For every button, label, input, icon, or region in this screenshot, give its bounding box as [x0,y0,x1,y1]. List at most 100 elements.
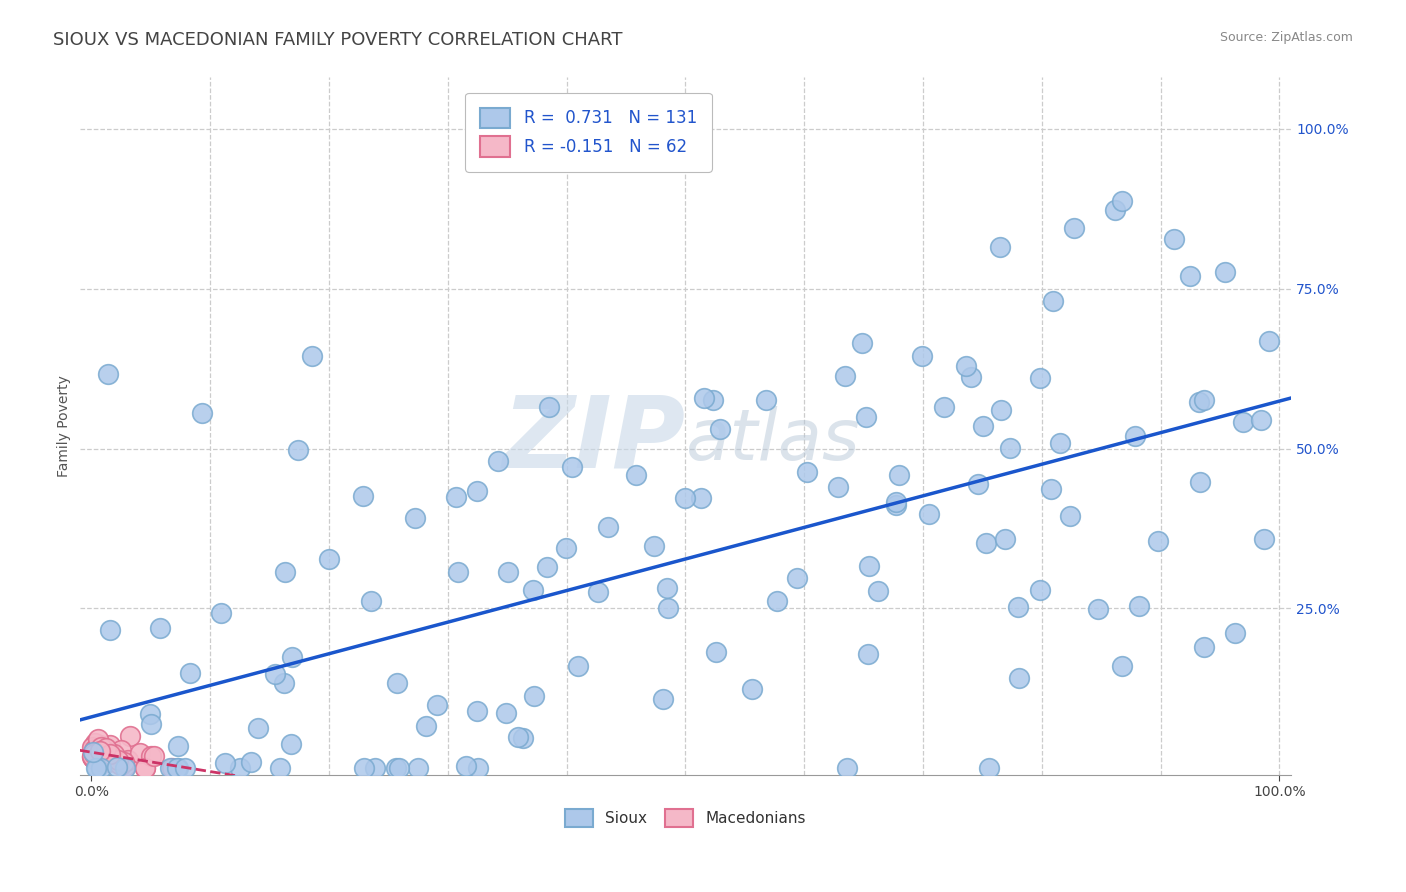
Point [887,468,910,483]
Point [84,742,107,756]
Point [143,748,166,763]
Point [415,718,437,732]
Point [1258,334,1281,348]
Point [598,520,620,534]
Point [87,750,110,764]
Point [486,453,509,467]
Point [91,748,114,763]
Point [673,491,696,505]
Point [86,761,108,775]
Point [103,750,125,764]
Point [114,759,136,773]
Point [246,721,269,735]
Point [89,744,111,758]
Point [93,750,115,764]
Point [586,585,609,599]
Point [1087,602,1109,616]
Point [82,750,104,764]
Point [454,759,477,773]
Point [112,755,135,769]
Point [107,752,129,766]
Point [1194,640,1216,655]
Point [89,751,111,765]
Point [83,751,105,765]
Point [173,761,195,775]
Point [90,761,112,775]
Point [786,571,808,585]
Point [352,489,374,503]
Text: SIOUX VS MACEDONIAN FAMILY POVERTY CORRELATION CHART: SIOUX VS MACEDONIAN FAMILY POVERTY CORRE… [53,31,623,49]
Point [141,749,163,764]
Point [100,738,122,752]
Point [287,442,309,457]
Point [657,600,679,615]
Point [994,532,1017,546]
Point [1147,533,1170,548]
Point [536,560,558,574]
Point [90,753,112,767]
Point [955,359,977,373]
Point [508,730,530,744]
Point [702,393,724,408]
Point [835,761,858,775]
Point [1163,232,1185,246]
Point [114,761,136,775]
Point [100,747,122,762]
Point [523,689,546,703]
Point [93,745,115,759]
Point [1189,475,1212,490]
Point [960,370,983,384]
Point [83,747,105,761]
Point [89,741,111,756]
Point [96,741,118,756]
Point [512,731,534,746]
Point [567,658,589,673]
Point [444,490,467,504]
Point [1250,413,1272,427]
Point [97,745,120,759]
Point [280,737,302,751]
Point [86,742,108,756]
Point [990,402,1012,417]
Point [229,761,252,775]
Point [86,747,108,761]
Point [166,761,188,775]
Point [693,391,716,405]
Point [866,584,889,599]
Point [385,761,408,775]
Legend: Sioux, Macedonians: Sioux, Macedonians [560,803,811,833]
Point [741,681,763,696]
Point [689,491,711,506]
Point [1104,203,1126,218]
Point [979,761,1001,775]
Point [103,747,125,761]
Point [554,541,576,555]
Point [108,756,131,771]
Point [139,706,162,721]
Point [655,581,678,595]
Point [239,755,262,769]
Point [884,494,907,508]
Point [149,621,172,635]
Point [87,746,110,760]
Point [827,480,849,494]
Point [107,753,129,767]
Point [166,739,188,754]
Point [93,754,115,768]
Point [404,510,426,524]
Point [1007,599,1029,614]
Point [273,675,295,690]
Point [110,742,132,756]
Point [110,755,132,769]
Point [1213,265,1236,279]
Point [82,750,104,764]
Point [1029,371,1052,385]
Point [82,745,104,759]
Point [91,746,114,760]
Point [364,761,387,775]
Point [538,400,561,414]
Point [84,761,107,775]
Point [426,698,449,712]
Point [82,748,104,763]
Point [93,754,115,768]
